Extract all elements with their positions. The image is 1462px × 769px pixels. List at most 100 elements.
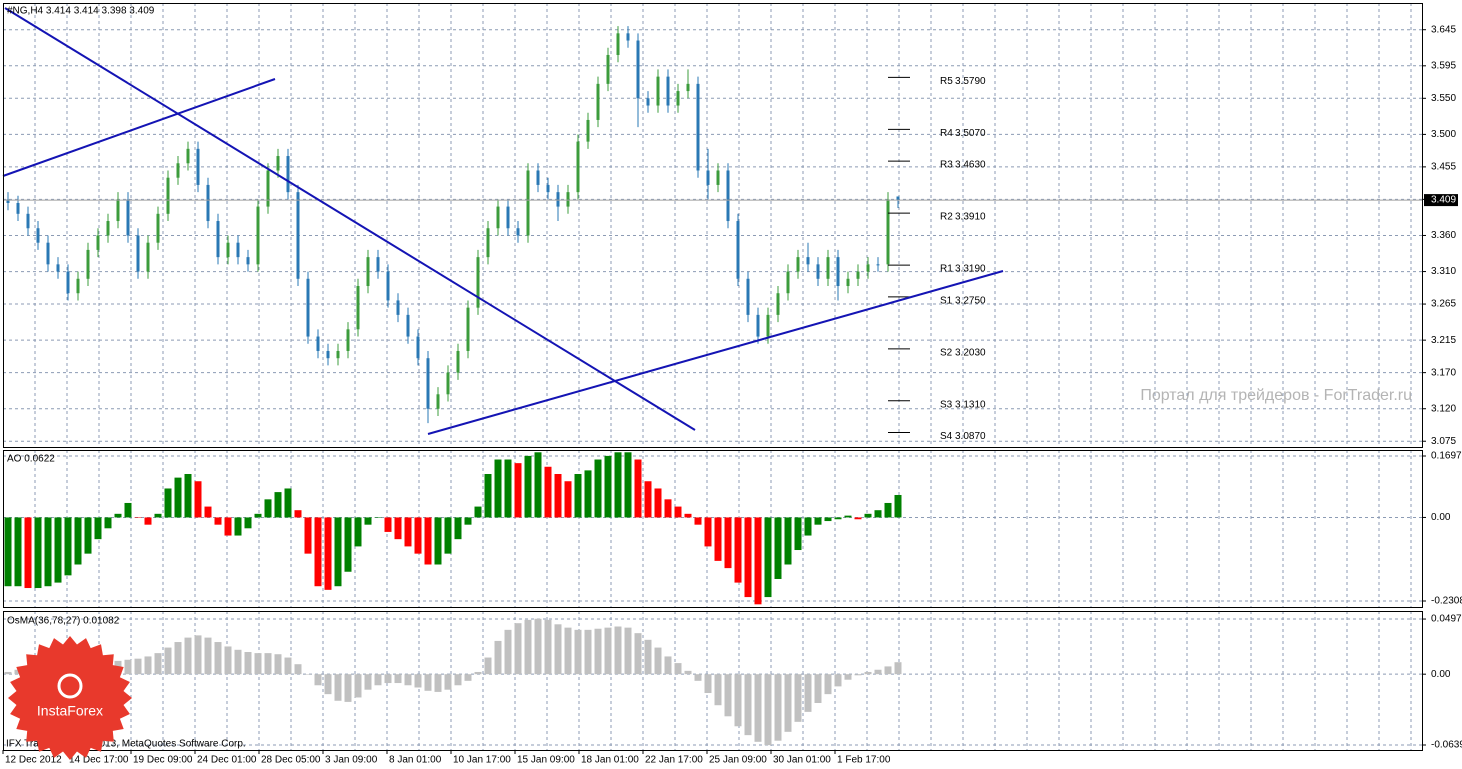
indicator-bar xyxy=(864,671,872,675)
indicator-bar xyxy=(534,452,542,518)
y-tick-label: -0.0639 xyxy=(1431,740,1462,751)
indicator-bar xyxy=(774,674,782,741)
x-tick-label: 14 Dec 17:00 xyxy=(69,755,129,766)
indicator-bar xyxy=(254,653,262,675)
pivot-name: S3 xyxy=(940,399,953,410)
indicator-bar xyxy=(144,517,152,525)
indicator-bar xyxy=(524,619,532,675)
candle-body xyxy=(556,192,560,207)
candle-body xyxy=(176,163,180,178)
indicator-bar xyxy=(674,506,682,518)
candle-body xyxy=(536,170,540,185)
indicator-bar xyxy=(604,627,612,675)
indicator-bar xyxy=(364,517,372,525)
candle-body xyxy=(706,170,710,185)
indicator-bar xyxy=(514,623,522,675)
candle-body xyxy=(606,54,610,84)
candle-body xyxy=(196,148,200,185)
indicator-bar xyxy=(224,517,232,536)
x-tick-label: 12 Dec 2012 xyxy=(5,755,62,766)
indicator-bar xyxy=(694,674,702,681)
indicator-bar xyxy=(504,459,512,518)
indicator-bar xyxy=(844,674,852,680)
candle-body xyxy=(96,235,100,250)
candle-body xyxy=(586,119,590,142)
indicator-bar xyxy=(824,517,832,522)
y-tick-label: -0.2308 xyxy=(1431,596,1462,607)
indicator-bar xyxy=(74,517,82,565)
candle-body xyxy=(406,314,410,337)
indicator-bar xyxy=(644,639,652,675)
indicator-bar xyxy=(294,664,302,675)
indicator-bar xyxy=(754,517,762,605)
indicator-bar xyxy=(354,674,362,698)
indicator-bar xyxy=(684,513,692,518)
candle-body xyxy=(6,199,10,203)
indicator-bar xyxy=(334,517,342,587)
candle-body xyxy=(376,257,380,272)
indicator-bar xyxy=(674,663,682,675)
candle-body xyxy=(276,156,280,171)
indicator-bar xyxy=(664,499,672,518)
x-tick-label: 30 Jan 01:00 xyxy=(773,755,831,766)
pivot-name: R1 xyxy=(940,264,953,275)
indicator-bar xyxy=(304,674,312,675)
y-tick-label: 3.645 xyxy=(1431,24,1456,35)
indicator-bar xyxy=(194,635,202,675)
indicator-bar xyxy=(114,513,122,518)
candle-body xyxy=(786,271,790,294)
indicator-bar xyxy=(284,488,292,518)
x-tick-label: 8 Jan 01:00 xyxy=(389,755,442,766)
candle-body xyxy=(136,235,140,272)
candle-body xyxy=(186,148,190,164)
indicator-bar xyxy=(464,674,472,681)
indicator-bar xyxy=(884,502,892,518)
indicator-bar xyxy=(204,506,212,518)
pivot-value: 3.2750 xyxy=(955,295,986,306)
y-tick-label: 3.310 xyxy=(1431,266,1456,277)
y-tick-label: 3.550 xyxy=(1431,93,1456,104)
candle-body xyxy=(16,202,20,214)
pivot-name: R3 xyxy=(940,160,953,171)
indicator-bar xyxy=(444,517,452,554)
indicator-bar xyxy=(134,517,142,518)
indicator-bar xyxy=(414,517,422,554)
candle-body xyxy=(156,213,160,243)
indicator-bar xyxy=(374,517,382,518)
indicator-bar xyxy=(834,517,842,520)
indicator-bar xyxy=(864,513,872,518)
indicator-bar xyxy=(704,517,712,547)
candle-body xyxy=(826,257,830,279)
indicator-bar xyxy=(584,470,592,518)
indicator-bar xyxy=(224,646,232,675)
indicator-bar xyxy=(294,510,302,518)
indicator-bar xyxy=(734,674,742,727)
candle-body xyxy=(516,228,520,236)
x-tick-label: 22 Jan 17:00 xyxy=(645,755,703,766)
indicator-bar xyxy=(634,633,642,675)
candle-body xyxy=(756,314,760,337)
current-price-label: 3.409 xyxy=(1431,195,1456,206)
indicator-bar xyxy=(824,674,832,695)
candle-body xyxy=(36,228,40,243)
indicator-bar xyxy=(134,658,142,675)
indicator-bar xyxy=(644,481,652,518)
indicator-bar xyxy=(704,674,712,694)
indicator-bar xyxy=(844,515,852,518)
indicator-bar xyxy=(184,637,192,675)
indicator-bar xyxy=(714,674,722,706)
indicator-bar xyxy=(624,627,632,675)
trendlines xyxy=(2,7,1004,435)
indicator-bar xyxy=(124,502,132,518)
candle-body xyxy=(876,264,880,266)
indicator-bar xyxy=(314,517,322,587)
osma-title: OsMA(36,78,27) 0.01082 xyxy=(7,616,120,627)
candle-body xyxy=(246,257,250,265)
candle-body xyxy=(816,264,820,279)
indicator-bar xyxy=(124,659,132,675)
candle-body xyxy=(736,221,740,279)
candle-body xyxy=(26,213,30,229)
candle-body xyxy=(546,184,550,193)
candle-body xyxy=(436,394,440,409)
x-tick-label: 24 Dec 01:00 xyxy=(197,755,257,766)
